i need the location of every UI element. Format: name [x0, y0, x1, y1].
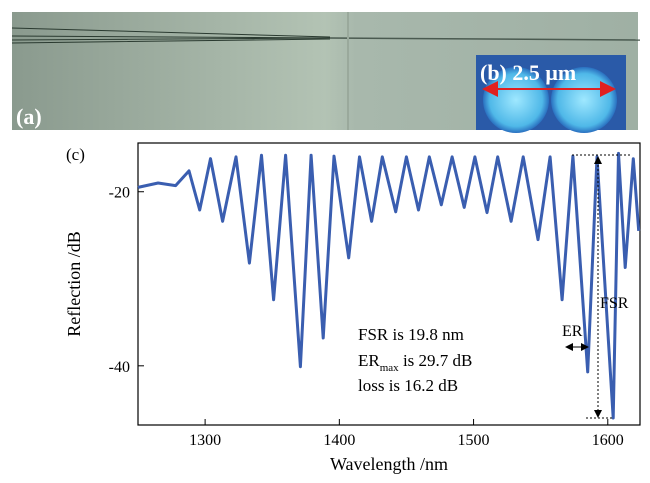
photo-label: (b) 2.5 μm [480, 60, 576, 85]
annotation: FSR [600, 295, 629, 312]
spectrum-line [137, 151, 641, 420]
x-tick-label: 1400 [323, 432, 355, 449]
x-tick-label: 1500 [458, 432, 490, 449]
y-axis-label: Reflection /dB [64, 231, 84, 336]
annotation: ERmax is 29.7 dB [358, 351, 472, 374]
annotation-sub: max [380, 362, 399, 374]
x-tick-label: 1600 [592, 432, 624, 449]
annotation: FSR is 19.8 nm [358, 325, 464, 344]
y-tick-label: -40 [109, 359, 130, 376]
panel-label: (c) [66, 145, 85, 164]
y-tick-label: -20 [109, 185, 130, 202]
photo-label: (a) [16, 104, 42, 129]
x-tick-label: 1300 [189, 432, 221, 449]
annotation: ER [562, 323, 583, 340]
annotation: loss is 16.2 dB [358, 376, 458, 395]
x-axis-label: Wavelength /nm [330, 454, 448, 474]
annotation-part: ER [358, 351, 380, 370]
photo-b: (b) 2.5 μm [476, 55, 626, 133]
annotation-part: is 29.7 dB [399, 351, 473, 370]
plot-frame [137, 142, 641, 426]
